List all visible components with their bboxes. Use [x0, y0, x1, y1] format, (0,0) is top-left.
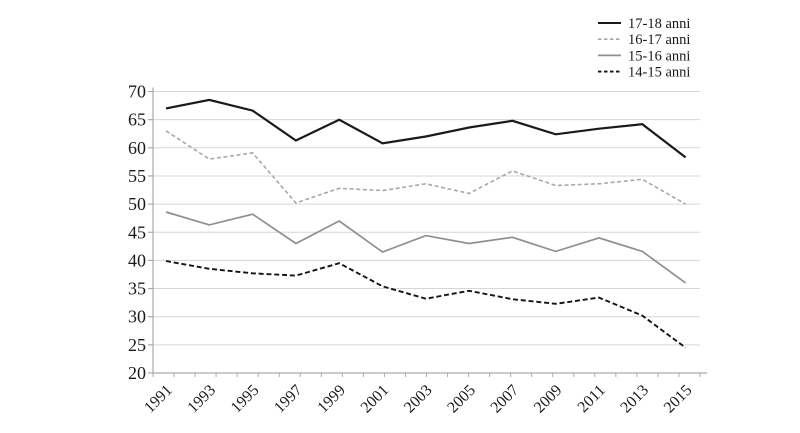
x-tick-label: 2005 [444, 382, 479, 417]
x-axis-labels: 1991 1993 1995 1997 1999 2001 2003 2005 2007 2009… [141, 382, 695, 417]
legend-label: 16-17 anni [628, 32, 690, 48]
gridlines [153, 91, 700, 346]
legend-label: 17-18 anni [628, 16, 690, 32]
y-tick-label: 45 [128, 222, 146, 242]
series-line-14-15-anni [165, 260, 687, 349]
x-axis-ticks [152, 373, 701, 377]
series-line-17-18-anni [165, 98, 687, 159]
x-tick-label: 1995 [228, 382, 263, 417]
y-tick-label: 60 [128, 138, 146, 158]
y-tick-label: 35 [128, 279, 146, 299]
legend-label: 15-16 anni [628, 48, 690, 64]
legend-entry-17-18-anni: 17-18 anni [598, 16, 690, 32]
x-tick-label: 2003 [401, 382, 436, 417]
x-tick-label: 2015 [661, 382, 696, 417]
y-tick-label: 55 [128, 166, 146, 186]
y-tick-label: 65 [128, 110, 146, 130]
x-tick-label: 1999 [314, 382, 349, 417]
legend-entry-14-15-anni: 14-15 anni [598, 65, 690, 81]
y-axis-ticks: 20 25 30 35 40 45 50 55 60 65 70 [128, 82, 153, 383]
legend-entry-16-17-anni: 16-17 anni [598, 32, 690, 48]
x-tick-label: 2001 [358, 382, 393, 417]
y-tick-label: 30 [128, 307, 146, 327]
y-tick-label: 40 [128, 250, 146, 270]
y-tick-label: 25 [128, 335, 146, 355]
series-line-16-17-anni [165, 130, 686, 205]
y-tick-label: 20 [128, 363, 146, 383]
x-tick-label: 1993 [184, 382, 219, 417]
x-tick-label: 1997 [271, 382, 306, 417]
x-tick-label: 1991 [141, 382, 176, 417]
legend-entry-15-16-anni: 15-16 anni [598, 48, 690, 64]
x-tick-label: 2007 [488, 382, 523, 417]
x-tick-label: 2013 [617, 382, 652, 417]
x-tick-label: 2009 [531, 382, 566, 417]
x-tick-label: 2011 [575, 382, 609, 416]
y-tick-label: 50 [128, 194, 146, 214]
y-tick-label: 70 [128, 82, 146, 102]
series-line-15-16-anni [165, 211, 687, 284]
legend-label: 14-15 anni [628, 65, 690, 81]
